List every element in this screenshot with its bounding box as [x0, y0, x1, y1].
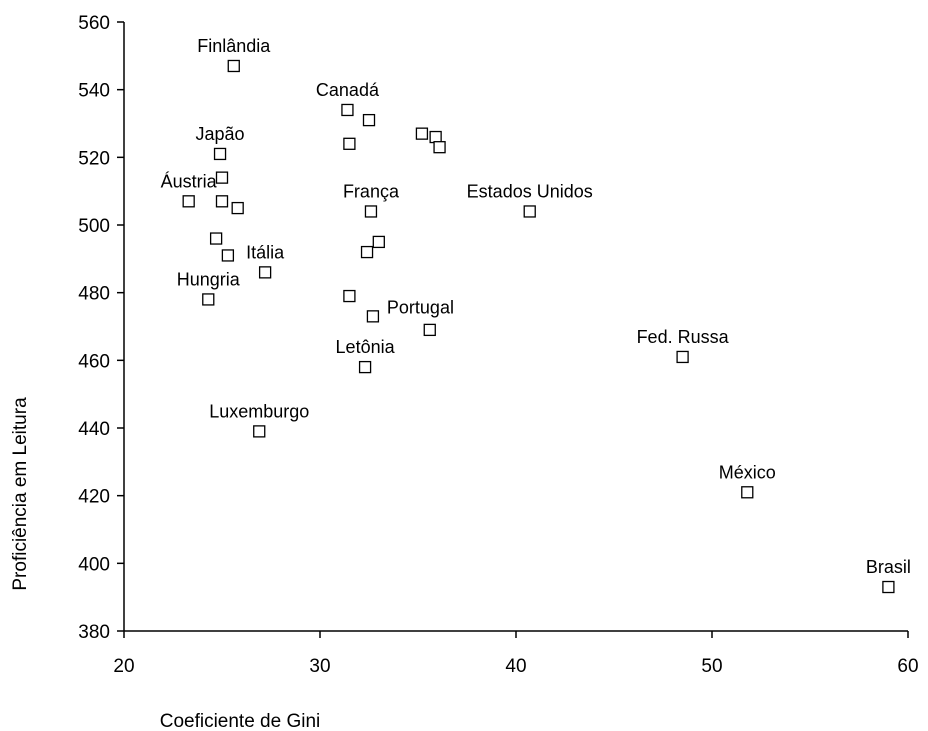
- data-point: [343, 289, 356, 303]
- y-tick-label: 380: [78, 622, 110, 643]
- y-tick-label: 460: [78, 351, 110, 372]
- y-tick-label: 500: [78, 216, 110, 237]
- data-point: [253, 425, 266, 438]
- x-tick-label: 30: [309, 656, 330, 677]
- data-point: [429, 130, 442, 144]
- x-tick-label: 20: [113, 656, 134, 677]
- data-point: [433, 141, 446, 154]
- data-point: [372, 235, 385, 249]
- point-label: Letônia: [336, 337, 396, 357]
- y-tick-label: 440: [78, 419, 110, 440]
- point-label: Canadá: [316, 80, 380, 100]
- data-point: [882, 580, 895, 594]
- point-label: Fed. Russa: [637, 327, 730, 347]
- data-point: [227, 59, 240, 73]
- y-tick-label: 420: [78, 487, 110, 508]
- x-tick-label: 40: [505, 656, 526, 677]
- data-point: [182, 195, 195, 208]
- data-point: [202, 293, 215, 306]
- x-tick-label: 50: [701, 656, 722, 677]
- y-tick-label: 520: [78, 148, 110, 169]
- point-label: França: [343, 181, 400, 201]
- data-point: [215, 171, 229, 184]
- data-point: [366, 310, 380, 323]
- data-point: [415, 127, 429, 140]
- data-point: [341, 103, 354, 117]
- point-label: Japão: [196, 124, 245, 144]
- point-label: Itália: [246, 242, 285, 262]
- point-label: México: [719, 462, 776, 482]
- data-point: [213, 147, 227, 161]
- data-point: [215, 195, 229, 208]
- point-label: Portugal: [387, 297, 454, 317]
- data-point: [343, 137, 356, 150]
- x-tick-label: 60: [897, 656, 918, 677]
- data-point: [221, 249, 235, 262]
- point-label: Hungria: [177, 269, 241, 289]
- data-point: [209, 232, 223, 245]
- point-label: Áustria: [161, 171, 218, 191]
- data-point: [258, 266, 272, 279]
- y-tick-label: 560: [78, 13, 110, 34]
- data-point: [364, 205, 378, 218]
- plot-area: 380 400 420 440 460 480 500 520 540 560 20 30 40 50 60…: [78, 13, 918, 677]
- data-point: [362, 113, 376, 127]
- point-label: Brasil: [866, 557, 911, 577]
- point-label: Finlândia: [197, 36, 271, 56]
- point-label: Luxemburgo: [209, 401, 309, 421]
- data-point: [523, 205, 536, 218]
- y-tick-label: 480: [78, 284, 110, 305]
- point-label: Estados Unidos: [467, 181, 593, 201]
- y-tick-label: 540: [78, 81, 110, 102]
- data-point: [360, 245, 374, 259]
- data-point: [741, 486, 754, 499]
- y-tick-label: 400: [78, 554, 110, 575]
- data-point: [358, 360, 372, 374]
- data-point: [676, 350, 689, 364]
- y-axis-title: Proficiência em Leitura: [10, 397, 31, 591]
- data-point: [231, 201, 244, 215]
- x-axis-title: Coeficiente de Gini: [160, 711, 321, 731]
- data-point: [423, 323, 436, 337]
